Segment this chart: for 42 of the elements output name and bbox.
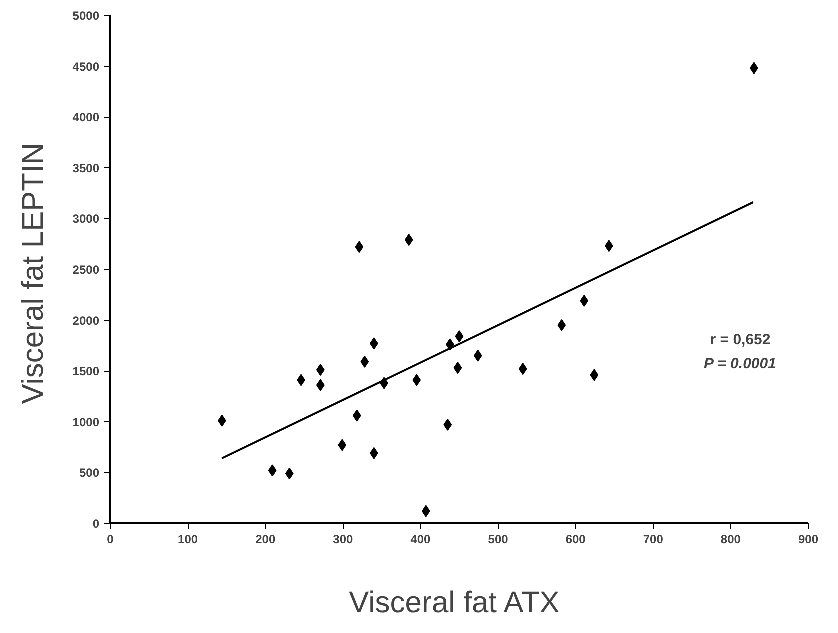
- y-tick-label: 3500: [72, 161, 100, 176]
- x-axis-title: Visceral fat ATX: [349, 586, 560, 620]
- y-tick-label: 0: [92, 517, 100, 531]
- x-tick-label: 400: [410, 532, 432, 546]
- x-tick-label: 500: [488, 532, 509, 546]
- y-tick-label: 2000: [72, 314, 100, 328]
- point: [355, 241, 364, 254]
- point: [422, 505, 430, 518]
- y-tick-label: 4500: [72, 60, 100, 74]
- x-tick-label: 0: [107, 532, 114, 546]
- point: [404, 234, 414, 246]
- y-tick-label: 2500: [72, 263, 100, 277]
- annotation: r = 0,652: [710, 332, 771, 348]
- point: [360, 356, 370, 368]
- x-tick-label: 900: [798, 532, 819, 546]
- annotation: P = 0.0001: [704, 356, 776, 372]
- point: [412, 374, 422, 386]
- y-tick-label: 5000: [72, 9, 100, 23]
- x-tick-label: 700: [643, 532, 664, 546]
- x-tick-label: 800: [720, 532, 742, 546]
- point: [558, 319, 566, 332]
- point: [352, 410, 362, 422]
- point: [454, 362, 462, 374]
- y-tick-label: 3000: [72, 212, 100, 226]
- point: [444, 418, 452, 431]
- x-tick-label: 200: [256, 532, 276, 546]
- point: [455, 330, 464, 343]
- point: [285, 468, 294, 480]
- x-tick-label: 100: [178, 532, 198, 546]
- point: [338, 439, 347, 452]
- y-tick-label: 4000: [72, 110, 100, 125]
- point: [580, 294, 589, 307]
- point: [518, 363, 528, 376]
- y-tick-label: 1500: [72, 364, 100, 379]
- y-tick-label: 1000: [72, 415, 100, 430]
- y-axis-title: Visceral fat LEPTIN: [16, 143, 50, 404]
- point: [268, 464, 277, 477]
- x-tick-label: 600: [566, 532, 586, 546]
- point: [474, 350, 482, 362]
- x-tick-label: 300: [333, 532, 354, 546]
- y-tick-label: 500: [79, 466, 100, 480]
- point: [590, 369, 599, 382]
